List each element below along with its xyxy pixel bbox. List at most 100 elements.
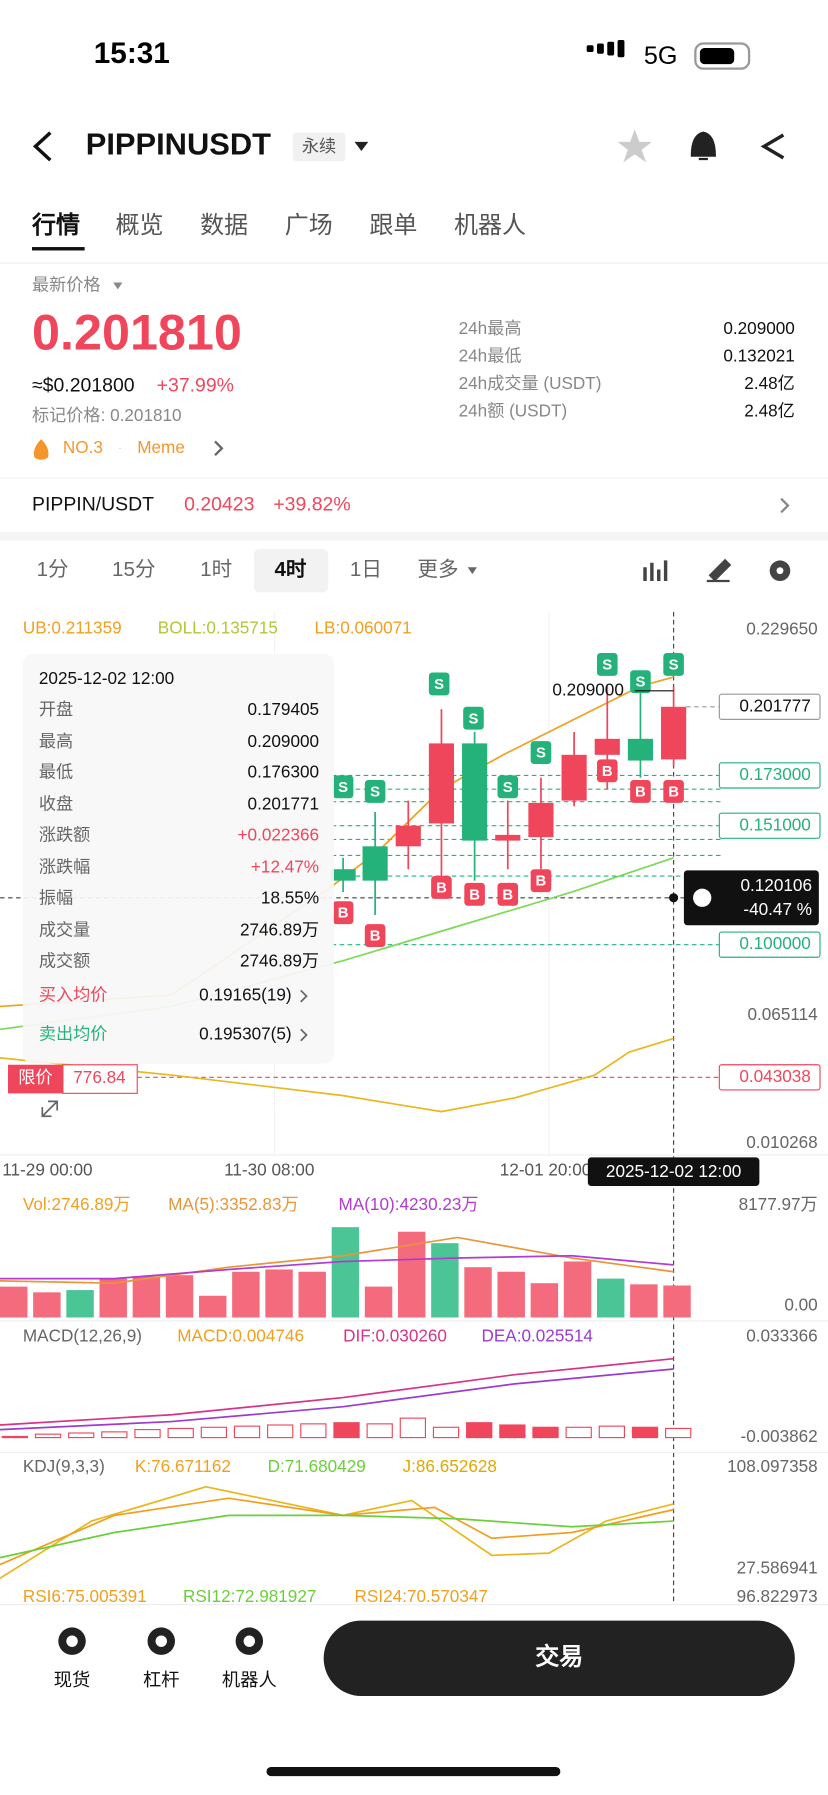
last-price: 0.201810 bbox=[32, 304, 242, 361]
boll-label: BOLL:0.135715 bbox=[158, 618, 278, 638]
back-button[interactable] bbox=[32, 131, 52, 162]
interval[interactable]: 1时 bbox=[200, 558, 232, 581]
macd-bar bbox=[101, 1431, 128, 1439]
tab[interactable]: 跟单 bbox=[369, 212, 417, 239]
candle-body bbox=[395, 825, 421, 847]
bell[interactable] bbox=[690, 131, 716, 161]
trade-marker-label: B bbox=[469, 887, 480, 903]
kdj-axis: 108.097358 bbox=[727, 1456, 818, 1476]
indicator-icon[interactable] bbox=[643, 560, 668, 581]
tooltip-label: 最低 bbox=[39, 762, 73, 782]
tooltip-label[interactable]: 买入均价 bbox=[39, 985, 108, 1005]
interval[interactable]: 更多 bbox=[417, 558, 458, 581]
nav-icon-inner bbox=[155, 1635, 167, 1647]
price-tag-label: 0.151000 bbox=[739, 814, 811, 834]
macd-bar bbox=[432, 1426, 460, 1439]
tab[interactable]: 数据 bbox=[200, 212, 248, 239]
candle-body bbox=[528, 802, 554, 838]
crosshair-time: 2025-12-02 12:00 bbox=[606, 1161, 741, 1181]
stat-label: 24h额 (USDT) bbox=[459, 400, 568, 420]
boll-label: UB:0.211359 bbox=[23, 618, 122, 638]
trade-marker bbox=[332, 775, 354, 799]
trade-marker-label: S bbox=[669, 658, 679, 674]
trade-marker bbox=[464, 882, 485, 906]
rank: NO.3 bbox=[63, 437, 103, 457]
dropdown[interactable] bbox=[354, 141, 369, 151]
trade-marker bbox=[463, 706, 484, 730]
stat-label: 24h成交量 (USDT) bbox=[459, 373, 602, 393]
macd-bar bbox=[300, 1423, 327, 1439]
macd-bar bbox=[267, 1424, 294, 1439]
stat-value: 2.48亿 bbox=[744, 373, 795, 393]
volume-bar bbox=[132, 1276, 161, 1318]
home-indicator bbox=[266, 1766, 561, 1777]
band bbox=[0, 531, 828, 541]
stat-value: 2.48亿 bbox=[744, 400, 795, 420]
symbol: PIPPINUSDT bbox=[86, 127, 271, 162]
volume-bar bbox=[431, 1243, 459, 1318]
nav-label[interactable]: 现货 bbox=[54, 1669, 91, 1690]
stat-label: 24h最低 bbox=[459, 345, 522, 365]
nav-label[interactable]: 杠杆 bbox=[143, 1669, 180, 1690]
signal-bar bbox=[586, 45, 594, 53]
x-axis-label: 11-30 08:00 bbox=[224, 1160, 314, 1180]
tooltip bbox=[22, 654, 334, 1064]
tab[interactable]: 概览 bbox=[116, 212, 164, 239]
price-tag-label: 0.100000 bbox=[739, 933, 811, 953]
interval[interactable]: 4时 bbox=[274, 558, 306, 581]
category[interactable]: Meme bbox=[137, 437, 185, 457]
interval[interactable]: 15分 bbox=[112, 558, 155, 581]
volume-bar bbox=[663, 1285, 691, 1318]
volume-bar bbox=[232, 1271, 260, 1318]
signal-bar bbox=[596, 43, 604, 54]
limit-tag bbox=[8, 1064, 63, 1094]
trade-marker bbox=[630, 779, 651, 803]
macd-bar bbox=[134, 1429, 161, 1439]
tab[interactable]: 机器人 bbox=[454, 212, 526, 239]
volume-bar bbox=[198, 1295, 227, 1318]
trade-marker bbox=[630, 670, 651, 694]
volume-bar bbox=[563, 1261, 592, 1318]
price-tag-label: 0.043038 bbox=[739, 1066, 811, 1086]
battery-level bbox=[699, 48, 735, 65]
star[interactable] bbox=[617, 129, 652, 163]
price-axis-label: 0.010268 bbox=[746, 1132, 818, 1152]
nav-label[interactable]: 机器人 bbox=[222, 1669, 277, 1690]
kdj-k bbox=[0, 1497, 674, 1566]
share[interactable] bbox=[760, 133, 785, 160]
interval[interactable]: 1分 bbox=[37, 558, 69, 581]
contract-tag: 永续 bbox=[302, 136, 336, 156]
boll-label: LB:0.060071 bbox=[315, 618, 412, 638]
spot-pair[interactable]: PIPPIN/USDT bbox=[32, 494, 154, 516]
candle-body bbox=[330, 869, 356, 881]
trade-marker-label: S bbox=[434, 677, 444, 693]
rsi-label: RSI12:72.981927 bbox=[183, 1586, 316, 1606]
macd-bar bbox=[532, 1426, 559, 1439]
tooltip-value: +0.022366 bbox=[238, 825, 320, 845]
cross-pct: -40.47 % bbox=[743, 899, 812, 919]
trade-marker-label: B bbox=[370, 929, 381, 945]
tab[interactable]: 行情 bbox=[31, 211, 80, 239]
signal-bar bbox=[617, 40, 625, 58]
nav-icon-inner bbox=[243, 1635, 256, 1647]
draw-icon[interactable] bbox=[706, 558, 732, 583]
trade-marker-label: B bbox=[536, 874, 547, 890]
tooltip-date: 2025-12-02 12:00 bbox=[39, 668, 174, 688]
macd-bar bbox=[366, 1423, 393, 1439]
interval[interactable]: 1日 bbox=[350, 558, 382, 581]
tooltip-label[interactable]: 卖出均价 bbox=[39, 1024, 108, 1044]
volume-bar bbox=[33, 1292, 61, 1318]
volume-label: Vol:2746.89万 bbox=[23, 1194, 131, 1214]
candle-body bbox=[362, 846, 388, 881]
trade-marker-label: B bbox=[338, 906, 349, 922]
trade-button[interactable] bbox=[323, 1620, 795, 1697]
tab[interactable]: 广场 bbox=[285, 212, 333, 239]
macd-bar bbox=[598, 1425, 626, 1439]
volume-bar bbox=[530, 1283, 559, 1318]
expand-icon[interactable] bbox=[41, 1100, 59, 1118]
volume-bar bbox=[464, 1267, 492, 1318]
trade-marker-label: B bbox=[502, 887, 513, 903]
nav-icon-inner bbox=[66, 1635, 78, 1647]
settings-hole bbox=[776, 567, 784, 575]
